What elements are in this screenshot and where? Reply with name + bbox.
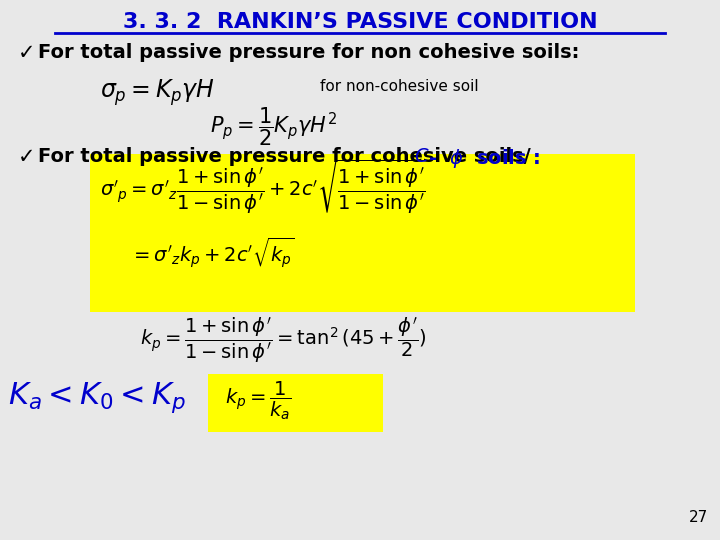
Text: For total passive pressure for cohesive soils/: For total passive pressure for cohesive … (38, 147, 531, 166)
Text: 3. 3. 2  RANKIN’S PASSIVE CONDITION: 3. 3. 2 RANKIN’S PASSIVE CONDITION (122, 12, 598, 32)
Text: ✓: ✓ (18, 147, 35, 167)
Text: $\sigma'_p = \sigma'_z \dfrac{1+\sin\phi'}{1-\sin\phi'} + 2c'\sqrt{\dfrac{1+\sin: $\sigma'_p = \sigma'_z \dfrac{1+\sin\phi… (100, 158, 431, 216)
Text: -  $\phi$  soils :: - $\phi$ soils : (428, 147, 541, 170)
Text: ✓: ✓ (18, 43, 35, 63)
FancyBboxPatch shape (90, 154, 635, 312)
Text: 27: 27 (689, 510, 708, 525)
Text: for non-cohesive soil: for non-cohesive soil (320, 79, 479, 94)
Text: $k_p = \dfrac{1}{k_a}$: $k_p = \dfrac{1}{k_a}$ (225, 380, 292, 422)
Text: $C$: $C$ (414, 147, 430, 166)
Text: $K_a < K_0< K_p$: $K_a < K_0< K_p$ (8, 380, 186, 415)
Text: For total passive pressure for non cohesive soils:: For total passive pressure for non cohes… (38, 43, 580, 62)
Text: $k_p = \dfrac{1+\sin\phi'}{1-\sin\phi'} = \tan^2(45+\dfrac{\phi'}{2})$: $k_p = \dfrac{1+\sin\phi'}{1-\sin\phi'} … (140, 316, 427, 366)
Text: $= \sigma'_z k_p + 2c'\sqrt{k_p}$: $= \sigma'_z k_p + 2c'\sqrt{k_p}$ (130, 235, 295, 270)
FancyBboxPatch shape (208, 374, 383, 432)
Text: $P_p = \dfrac{1}{2}K_p\gamma H^2$: $P_p = \dfrac{1}{2}K_p\gamma H^2$ (210, 105, 337, 147)
Text: $\sigma_p = K_p\gamma H$: $\sigma_p = K_p\gamma H$ (100, 77, 215, 107)
